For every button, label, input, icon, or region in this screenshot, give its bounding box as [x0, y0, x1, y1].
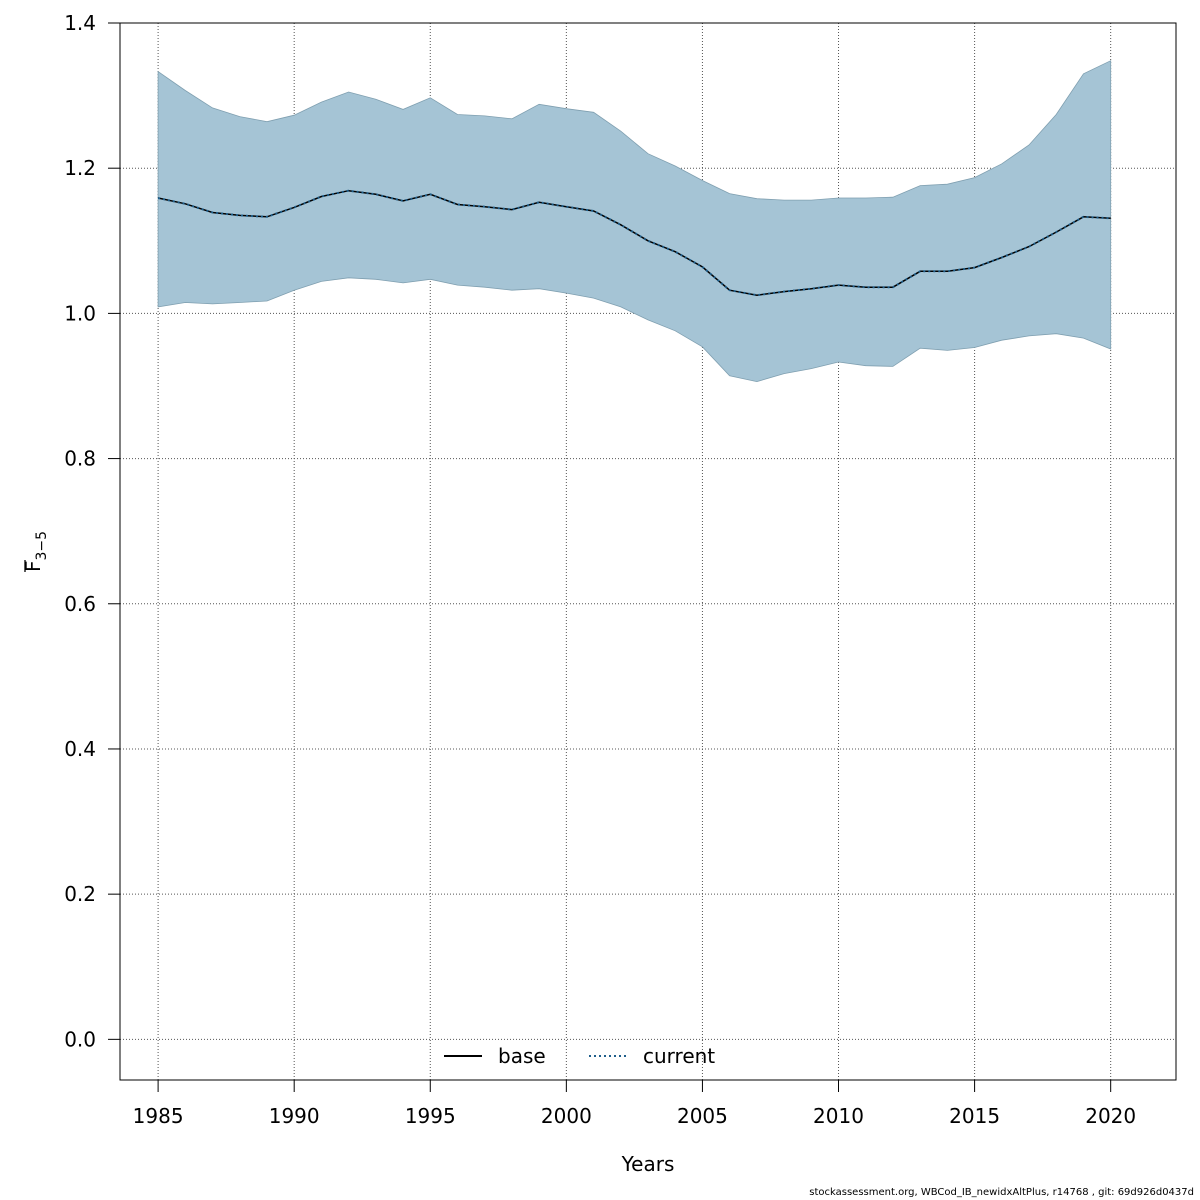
y-tick-label: 0.6	[64, 592, 96, 616]
x-tick-label: 2005	[677, 1104, 728, 1128]
y-axis-title-subscript: 3−5	[34, 531, 50, 561]
x-tick-label: 2010	[813, 1104, 864, 1128]
x-tick-label: 1995	[405, 1104, 456, 1128]
x-tick-label: 2020	[1085, 1104, 1136, 1128]
y-tick-label: 0.8	[64, 447, 96, 471]
y-tick-label: 1.4	[64, 11, 96, 35]
y-axis-title-main: F	[21, 560, 45, 572]
y-tick-label: 1.2	[64, 156, 96, 180]
confidence-band	[157, 60, 1112, 383]
y-axis-title: F3−5	[21, 531, 50, 572]
x-axis: 1985 1990 1995 2000 2005 2010 2015 2020	[133, 1079, 1136, 1128]
legend-label-base: base	[498, 1044, 546, 1068]
x-tick-label: 1990	[269, 1104, 320, 1128]
y-axis: 0.0 0.2 0.4 0.6 0.8 1.0 1.2 1.4	[64, 11, 120, 1051]
series-lines	[157, 189, 1111, 297]
y-tick-label: 0.2	[64, 882, 96, 906]
legend: base current	[444, 1044, 715, 1068]
y-tick-label: 0.0	[64, 1027, 96, 1051]
x-tick-label: 2015	[949, 1104, 1000, 1128]
x-tick-label: 2000	[541, 1104, 592, 1128]
legend-label-current: current	[643, 1044, 715, 1068]
x-axis-title: Years	[621, 1152, 675, 1176]
y-tick-label: 1.0	[64, 301, 96, 325]
y-tick-label: 0.4	[64, 737, 96, 761]
x-tick-label: 1985	[133, 1104, 184, 1128]
series-line-base	[157, 189, 1111, 296]
footer-credit: stockassessment.org, WBCod_IB_newidxAltP…	[809, 1187, 1194, 1198]
svg-text:F3−5: F3−5	[21, 531, 50, 572]
